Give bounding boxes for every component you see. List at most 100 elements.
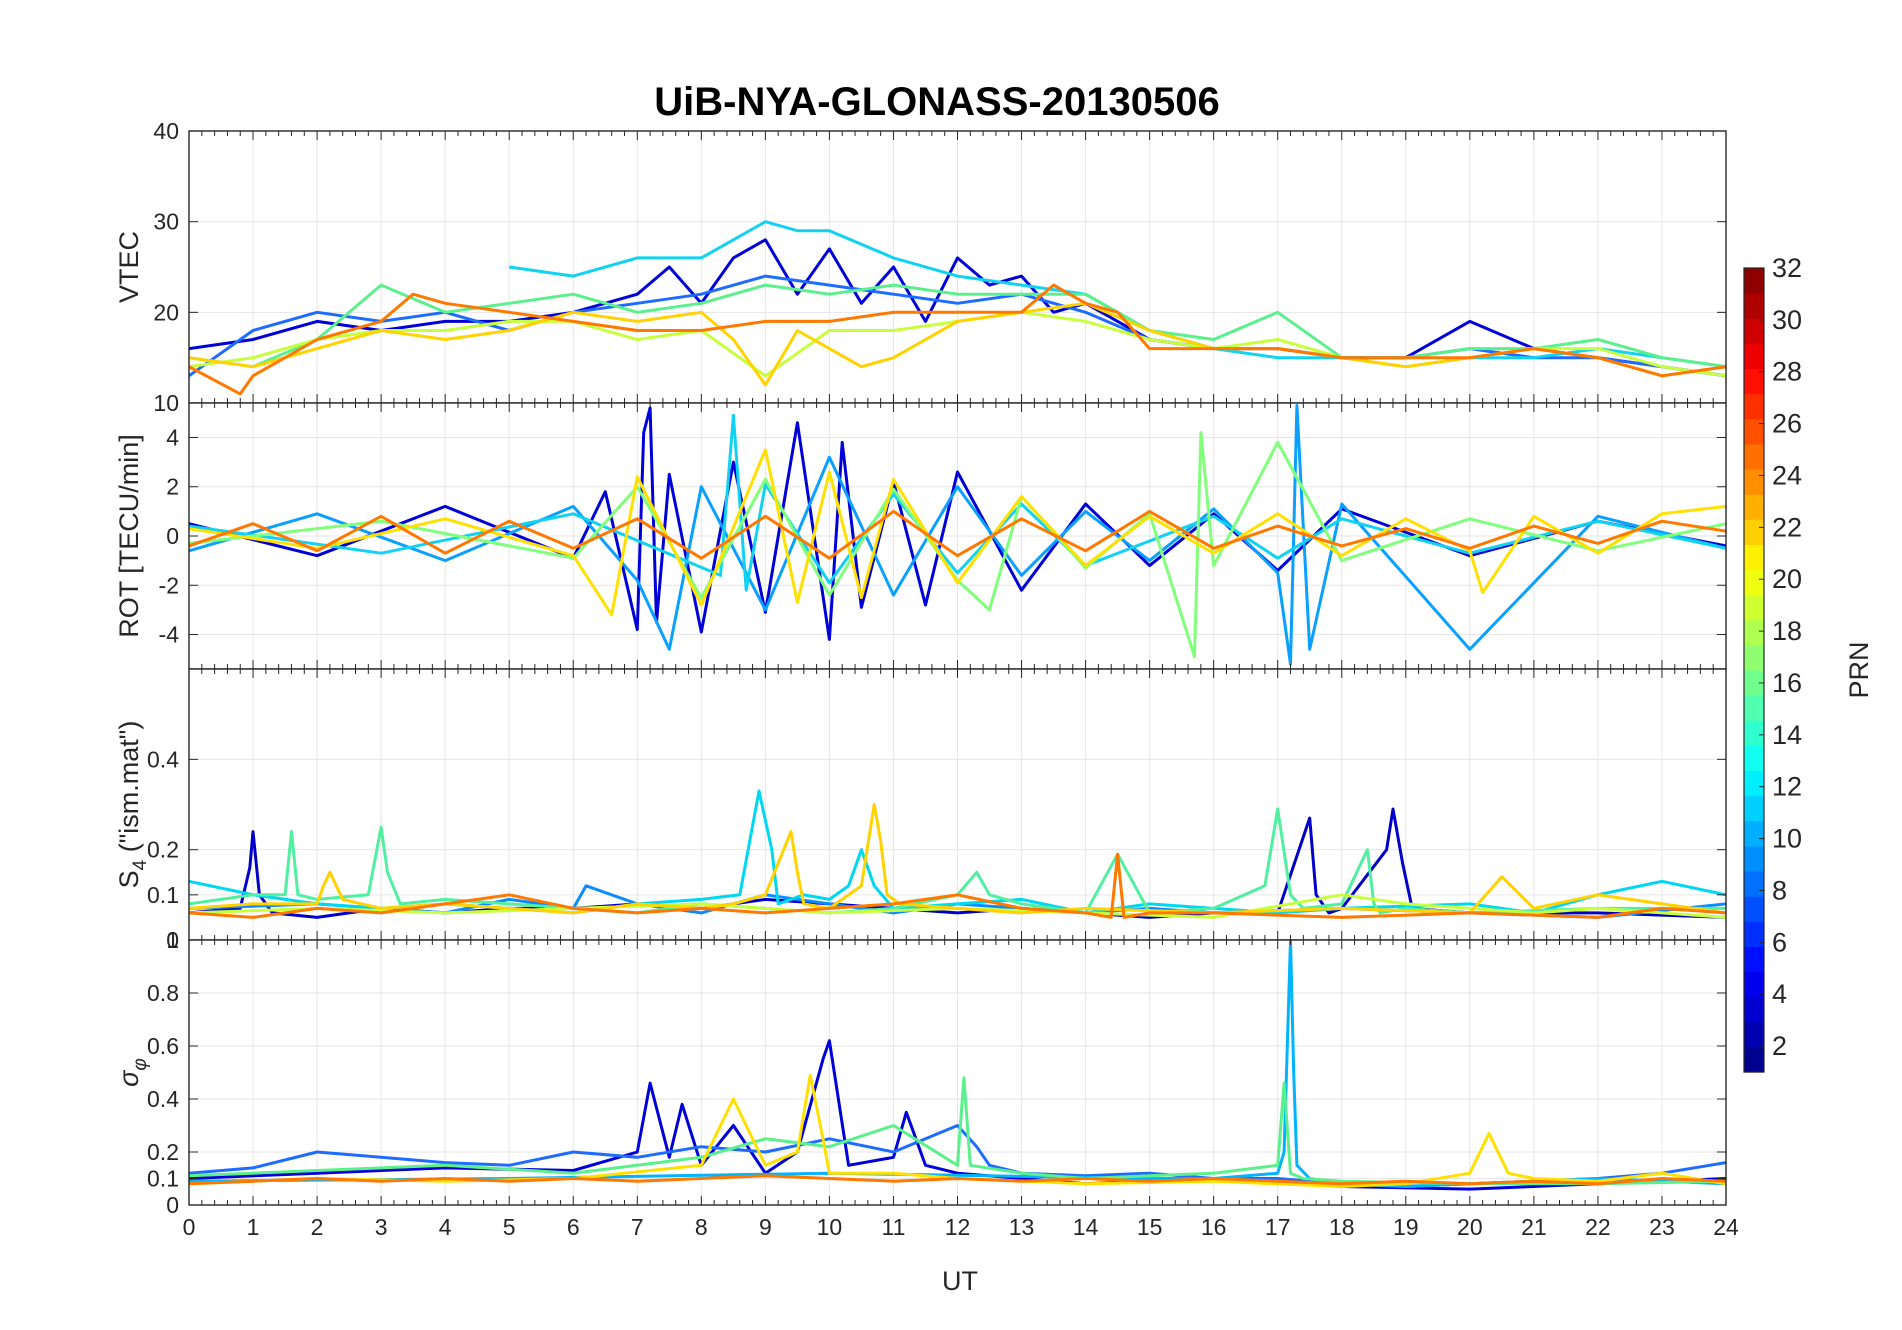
x-tick-label: 15 <box>1137 1214 1163 1240</box>
series-group-vtec <box>189 220 1726 396</box>
colorbar-segment <box>1744 469 1764 495</box>
series-group-rot <box>189 404 1726 666</box>
x-tick-label: 2 <box>311 1214 324 1240</box>
colorbar-segment <box>1744 268 1764 294</box>
colorbar-segment <box>1744 393 1764 420</box>
colorbar-segment <box>1744 494 1764 520</box>
series-line-prn-2 <box>189 807 1726 919</box>
y-tick-label: 0.1 <box>147 882 179 908</box>
y-tick-label: 0 <box>166 927 179 953</box>
x-tick-label: 1 <box>247 1214 260 1240</box>
series-line-prn-21 <box>189 301 1726 387</box>
y-tick-label: 30 <box>153 209 179 235</box>
colorbar-segment <box>1744 1021 1764 1048</box>
colorbar-segment <box>1744 544 1764 571</box>
colorbar-segment <box>1744 594 1764 621</box>
series-line-prn-23 <box>189 1174 1726 1186</box>
colorbar-tick-label: 2 <box>1772 1031 1787 1061</box>
series-line-prn-23 <box>189 852 1726 919</box>
x-tick-label: 20 <box>1457 1214 1483 1240</box>
colorbar-segment <box>1744 946 1764 973</box>
colorbar-tick-label: 6 <box>1772 927 1787 957</box>
colorbar-tick-label: 4 <box>1772 979 1787 1009</box>
x-tick-label: 3 <box>375 1214 388 1240</box>
x-axis-label: UT <box>942 1266 978 1296</box>
colorbar-segment <box>1744 519 1764 545</box>
panel-vtec: 10 20 30 40 VTEC <box>114 118 1727 416</box>
y-tick-label: 10 <box>153 390 179 416</box>
y-axis-label-s4: S4 ("ism.mat") <box>114 721 151 889</box>
x-tick-label: 4 <box>439 1214 452 1240</box>
x-tick-label: 11 <box>882 1214 906 1240</box>
y-tick-label: 0.2 <box>147 837 179 863</box>
colorbar-segment <box>1744 745 1764 772</box>
colorbar-segment <box>1744 670 1764 696</box>
colorbar-tick-label: 32 <box>1772 253 1802 283</box>
y-tick-label: -4 <box>159 622 180 648</box>
series-group-s4 <box>189 789 1726 919</box>
colorbar-tick-label: 10 <box>1772 824 1802 854</box>
colorbar-segment <box>1744 795 1764 822</box>
colorbar-tick-label: 28 <box>1772 357 1802 387</box>
y-tick-label: 0.2 <box>147 1139 179 1165</box>
colorbar-segment <box>1744 644 1764 671</box>
series-line-prn-12 <box>508 220 1726 369</box>
series-line-prn-20 <box>189 1073 1726 1188</box>
x-tick-label: 13 <box>1009 1214 1035 1240</box>
x-tick-label: 0 <box>183 1214 196 1240</box>
y-tick-label: 4 <box>166 424 179 450</box>
colorbar-segment <box>1744 293 1764 319</box>
series-group-sigma <box>189 940 1726 1191</box>
y-tick-label: 0 <box>166 1192 179 1218</box>
x-tick-label: 18 <box>1329 1214 1355 1240</box>
colorbar-frame <box>1743 267 1765 1073</box>
x-tick-label: 24 <box>1713 1214 1739 1240</box>
colorbar-segment <box>1744 971 1764 998</box>
colorbar-segment <box>1744 343 1764 370</box>
series-line-prn-15 <box>189 807 1726 915</box>
y-tick-label: 0.4 <box>147 1086 179 1112</box>
series-line-prn-15 <box>189 1076 1726 1186</box>
colorbar-label: PRN <box>1844 641 1874 698</box>
colorbar-segment <box>1744 770 1764 797</box>
colorbar-segment <box>1744 820 1764 847</box>
colorbar-segment <box>1744 720 1764 746</box>
y-axis-label-rot: ROT [TECU/min] <box>114 434 144 638</box>
y-tick-label: 0.4 <box>147 746 179 772</box>
y-tick-label: 2 <box>166 474 179 500</box>
colorbar-segment <box>1744 619 1764 646</box>
x-tick-label: 22 <box>1585 1214 1611 1240</box>
x-tick-label: 23 <box>1649 1214 1675 1240</box>
series-line-prn-15 <box>189 283 1726 369</box>
panel-s4: 0 0.1 0.2 0.4S4 ("ism.mat") <box>114 668 1727 953</box>
colorbar-tick-label: 18 <box>1772 616 1802 646</box>
y-tick-label: -2 <box>159 572 179 598</box>
colorbar-tick-label: 8 <box>1772 875 1787 905</box>
colorbar-segment <box>1744 996 1764 1023</box>
y-tick-label: 1 <box>166 927 179 953</box>
x-tick-label: 16 <box>1201 1214 1227 1240</box>
colorbar-segment <box>1744 871 1764 897</box>
x-tick-label: 8 <box>695 1214 708 1240</box>
colorbar-tick-label: 14 <box>1772 720 1802 750</box>
x-tick-label: 21 <box>1521 1214 1547 1240</box>
x-tick-label: 6 <box>567 1214 580 1240</box>
colorbar-tick-label: 12 <box>1772 772 1802 802</box>
colorbar-segment <box>1744 695 1764 721</box>
series-line-prn-23 <box>189 509 1726 560</box>
y-tick-label: 40 <box>153 118 179 144</box>
colorbar-segment <box>1744 368 1764 395</box>
x-tick-label: 14 <box>1073 1214 1099 1240</box>
x-tick-label: 5 <box>503 1214 516 1240</box>
series-line-prn-23 <box>189 283 1726 396</box>
y-tick-label: 0.8 <box>147 980 179 1006</box>
colorbar-segment <box>1744 318 1764 344</box>
colorbar-segment <box>1744 569 1764 596</box>
colorbar-segment <box>1744 921 1764 947</box>
series-line-prn-21 <box>189 803 1726 915</box>
series-line-prn-3 <box>189 406 1726 641</box>
colorbar-tick-label: 22 <box>1772 512 1802 542</box>
